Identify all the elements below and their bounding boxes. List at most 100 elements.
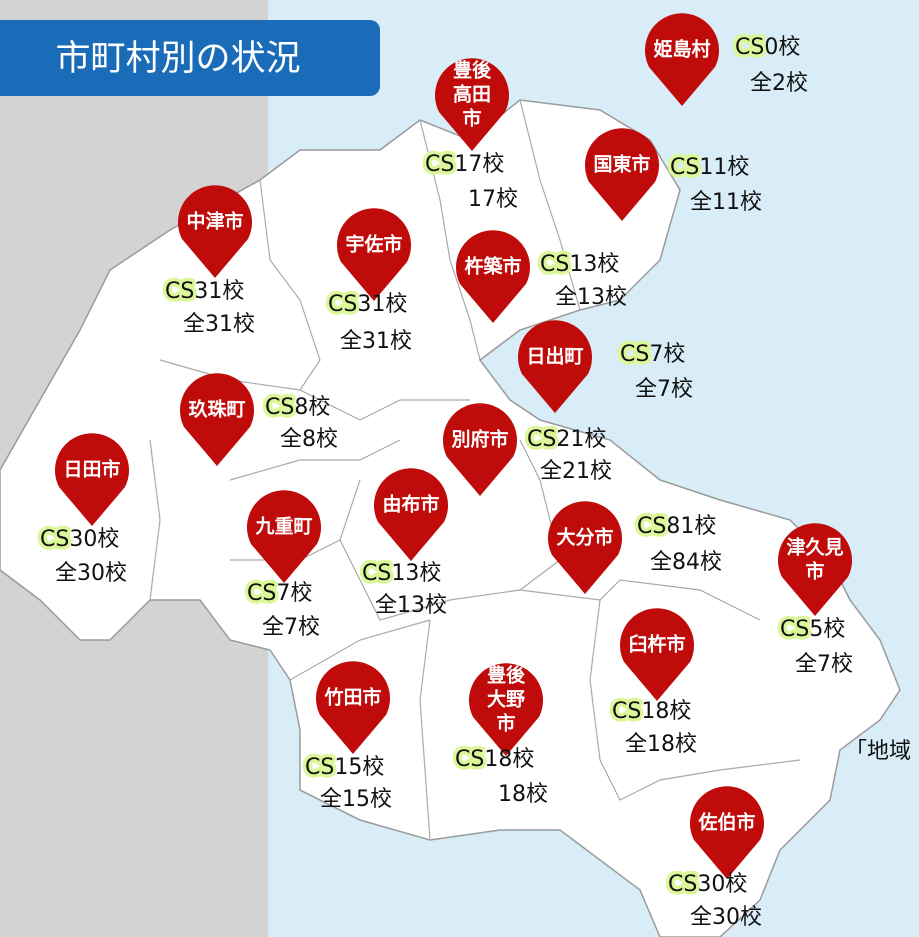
cs-count: 30校 (697, 872, 747, 897)
cs-label: CS30校 (40, 527, 119, 552)
cs-label: CS21校 (527, 427, 606, 452)
pin (337, 208, 411, 301)
cs-prefix: CS (735, 35, 764, 60)
cs-label: CS17校 (425, 152, 504, 177)
cs-count: 31校 (357, 292, 407, 317)
cs-prefix: CS (540, 252, 569, 277)
cs-label: CS18校 (455, 747, 534, 772)
cs-prefix: CS (620, 342, 649, 367)
cs-label: CS13校 (362, 561, 441, 586)
cs-prefix: CS (40, 527, 69, 552)
cs-label: CS0校 (735, 35, 800, 60)
pin-label: 津久見 (786, 536, 843, 559)
cs-prefix: CS (305, 755, 334, 780)
total-label: 17校 (468, 187, 518, 212)
title: 市町村別の状況 (55, 39, 300, 79)
pin (374, 468, 449, 561)
pin-label: 九重町 (254, 516, 312, 538)
total-label: 全31校 (183, 312, 255, 337)
pin-label: 大野 (487, 688, 525, 711)
cs-prefix: CS (527, 427, 556, 452)
total-label: 全84校 (650, 550, 722, 575)
total-label: 全11校 (690, 190, 762, 215)
cs-label: CS7校 (620, 342, 685, 367)
pin-label: 竹田市 (323, 686, 381, 709)
pin-label: 杵築市 (464, 255, 521, 278)
total-label: 全2校 (750, 71, 808, 96)
total-label: 全7校 (795, 652, 853, 677)
cs-label: CS8校 (265, 395, 330, 420)
pin-label: 豊後 (487, 664, 526, 687)
pin (645, 13, 719, 106)
cs-label: CS31校 (165, 279, 244, 304)
pin (456, 230, 530, 323)
cs-label: CS81校 (637, 514, 716, 539)
total-label: 全7校 (635, 377, 693, 402)
cs-count: 30校 (69, 527, 119, 552)
total-label: 18校 (498, 782, 548, 807)
cs-count: 5校 (809, 617, 845, 642)
pin (179, 373, 255, 466)
cs-count: 11校 (699, 155, 749, 180)
pin-label: 玖珠町 (188, 398, 245, 421)
cs-count: 18校 (641, 699, 691, 724)
pin (469, 663, 543, 756)
pin-label: 国東市 (593, 153, 650, 176)
total-label: 全30校 (690, 905, 762, 930)
pin (585, 128, 659, 221)
cs-prefix: CS (265, 395, 294, 420)
total-label: 全8校 (280, 427, 338, 452)
cs-count: 7校 (276, 581, 312, 606)
pin (620, 608, 694, 701)
total-label: 全13校 (375, 593, 447, 618)
cs-prefix: CS (670, 155, 699, 180)
pin-label: 別府市 (451, 428, 508, 451)
total-label: 全7校 (262, 615, 320, 640)
pin-label: 市 (805, 560, 824, 583)
cs-label: CS13校 (540, 252, 619, 277)
total-label: 全31校 (340, 329, 412, 354)
pin (247, 490, 322, 583)
pin-label: 日田市 (63, 458, 120, 481)
title-box: 市町村別の状況 (0, 20, 380, 96)
pin (690, 786, 765, 879)
pin-label: 高田 (453, 83, 491, 106)
total-label: 全21校 (540, 459, 612, 484)
cs-prefix: CS (668, 872, 697, 897)
pin (548, 501, 622, 594)
cs-count: 31校 (194, 279, 244, 304)
cs-label: CS18校 (612, 699, 691, 724)
pin-label: 由布市 (382, 493, 439, 516)
cs-count: 18校 (484, 747, 534, 772)
cs-count: 0校 (764, 35, 800, 60)
cs-label: CS11校 (670, 155, 749, 180)
cs-count: 13校 (569, 252, 619, 277)
cs-label: CS15校 (305, 755, 384, 780)
pin-label: 中津市 (186, 210, 243, 233)
pin-label: 市 (462, 107, 481, 130)
cs-prefix: CS (328, 292, 357, 317)
cs-prefix: CS (780, 617, 809, 642)
pin (443, 403, 517, 496)
cs-count: 13校 (391, 561, 441, 586)
cs-count: 21校 (556, 427, 606, 452)
cs-prefix: CS (165, 279, 194, 304)
cs-prefix: CS (455, 747, 484, 772)
pin (518, 320, 592, 413)
cs-prefix: CS (247, 581, 276, 606)
cs-prefix: CS (362, 561, 391, 586)
